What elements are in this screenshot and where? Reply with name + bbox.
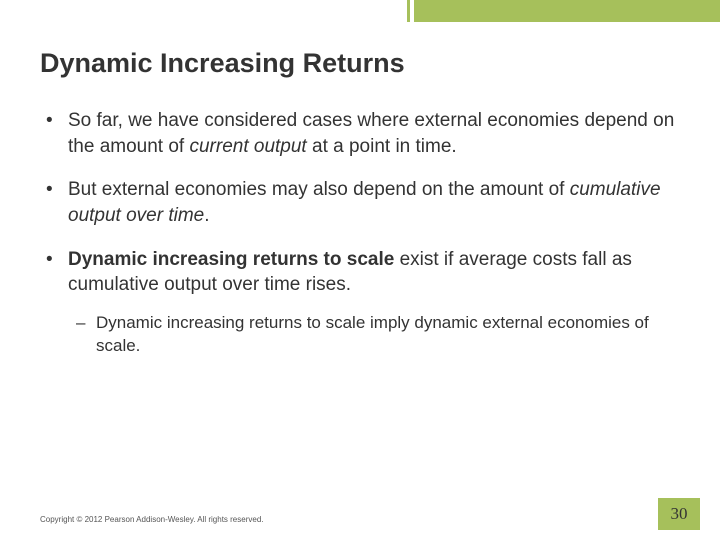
header-accent-bar (420, 0, 720, 22)
bullet-text: But external economies may also depend o… (68, 179, 570, 200)
bullet-italic: current output (189, 136, 306, 157)
slide-content: So far, we have considered cases where e… (40, 108, 680, 376)
bullet-item: So far, we have considered cases where e… (40, 108, 680, 159)
bullet-item: Dynamic increasing returns to scale exis… (40, 247, 680, 358)
header-accent-stripe-thin (407, 0, 410, 22)
sub-bullet-text: Dynamic increasing returns to scale impl… (96, 313, 649, 355)
bullet-text: . (204, 205, 209, 226)
slide-title: Dynamic Increasing Returns (40, 48, 405, 79)
sub-bullet-list: Dynamic increasing returns to scale impl… (68, 312, 680, 358)
sub-bullet-item: Dynamic increasing returns to scale impl… (68, 312, 680, 358)
page-number-box: 30 (658, 498, 700, 530)
bullet-list: So far, we have considered cases where e… (40, 108, 680, 358)
header-accent-stripe (414, 0, 420, 22)
bullet-bold: Dynamic increasing returns to scale (68, 249, 394, 270)
bullet-item: But external economies may also depend o… (40, 177, 680, 228)
page-number: 30 (671, 504, 688, 524)
bullet-text: at a point in time. (307, 136, 457, 157)
copyright-text: Copyright © 2012 Pearson Addison-Wesley.… (40, 515, 264, 524)
